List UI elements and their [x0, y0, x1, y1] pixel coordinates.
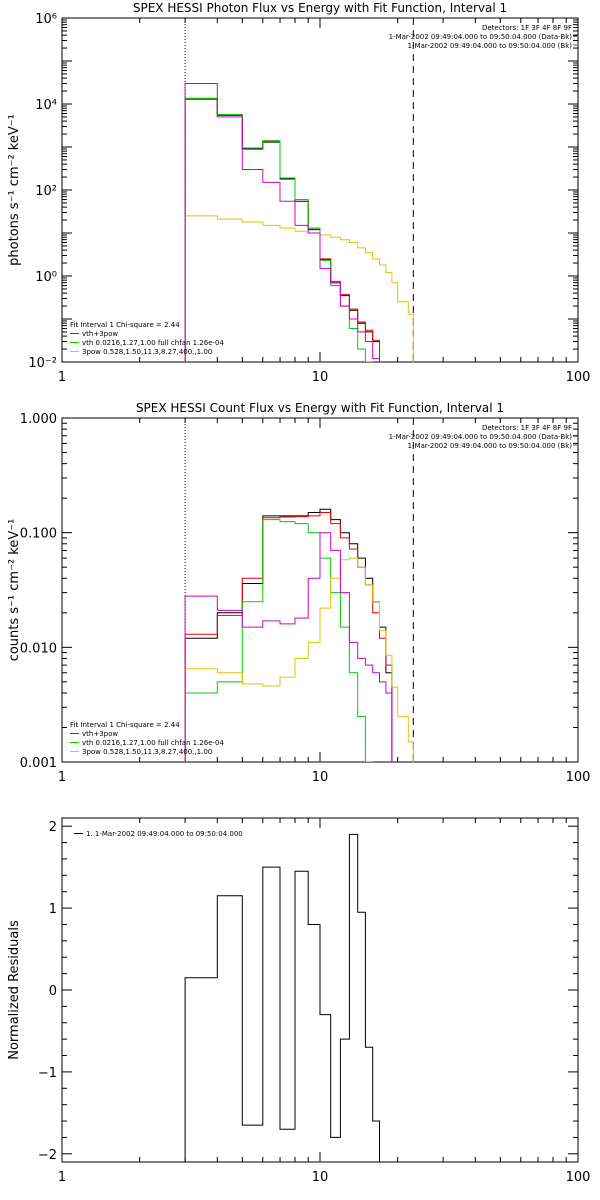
y-tick-label: 0: [49, 984, 57, 999]
chart-title: SPEX HESSI Count Flux vs Energy with Fit…: [136, 401, 504, 415]
histogram-series-1: [184, 508, 393, 762]
y-tick-label: 0.001: [20, 756, 57, 771]
histogram-series-2: [184, 512, 393, 762]
y-axis-label: photons s⁻¹ cm⁻² keV⁻¹: [7, 114, 22, 266]
plot-frame: [61, 17, 579, 363]
x-tick-label: 100: [566, 1170, 591, 1185]
y-tick-label: 1: [49, 902, 57, 917]
legend-entry: 1. 1-Mar-2002 09:49:04.000 to 09:50:04.0…: [86, 830, 243, 838]
histogram-series-5: [184, 83, 380, 362]
legend-title: Fit Interval 1 Chi-square = 2.44: [70, 321, 180, 329]
histogram-series-4: [184, 215, 414, 362]
histogram-series-1: [184, 833, 380, 1162]
header-line: 1-Mar-2002 09:49:04.000 to 09:50:04.000 …: [408, 442, 573, 450]
plot-frame: [61, 417, 579, 763]
y-tick-label: 1.000: [20, 412, 57, 427]
y-tick-label: 2: [49, 820, 57, 835]
y-tick-label: 10⁴: [35, 98, 57, 113]
legend-entry: vth+3pow: [82, 730, 118, 738]
y-tick-label: 0.010: [20, 641, 57, 656]
y-axis-label: Normalized Residuals: [7, 920, 22, 1060]
legend-entry: 3pow 0.528,1.50,11.3,8.27,400.,1.00: [82, 348, 212, 356]
legend-title: Fit Interval 1 Chi-square = 2.44: [70, 721, 180, 729]
x-tick-label: 10: [312, 770, 329, 785]
y-tick-label: 10⁻²: [28, 356, 57, 371]
header-line: 1-Mar-2002 09:49:04.000 to 09:50:04.000 …: [389, 33, 573, 41]
y-axis-label: counts s⁻¹ cm⁻² keV⁻¹: [7, 519, 22, 662]
y-tick-label: −1: [38, 1066, 57, 1081]
x-tick-label: 100: [566, 370, 591, 385]
chart-panel-3: Normalized Residuals 1 10 100 −2 −1 0 1 2 1. 1-Ma…: [7, 817, 591, 1185]
header-line: Detectors: 1F 3F 4F 8F 9F: [482, 24, 572, 32]
legend-entry: vth 0.0216,1.27,1.00 full chfan 1.26e-04: [82, 339, 224, 347]
x-tick-label: 1: [58, 1170, 66, 1185]
x-tick-label: 1: [58, 370, 66, 385]
legend-entry: vth+3pow: [82, 330, 118, 338]
x-tick-label: 1: [58, 770, 66, 785]
y-tick-label: 0.100: [20, 527, 57, 542]
histogram-series-3: [184, 97, 374, 362]
x-tick-label: 10: [312, 1170, 329, 1185]
y-tick-label: 10⁰: [35, 270, 57, 285]
y-tick-label: 10²: [35, 184, 57, 199]
histogram-series-5: [184, 532, 393, 762]
legend-entry: vth 0.0216,1.27,1.00 full chfan 1.26e-04: [82, 739, 224, 747]
chart-panel-1: SPEX HESSI Photon Flux vs Energy with Fi…: [7, 1, 590, 385]
y-tick-label: 10⁶: [35, 12, 57, 27]
x-tick-label: 10: [312, 370, 329, 385]
chart-title: SPEX HESSI Photon Flux vs Energy with Fi…: [133, 1, 507, 15]
histogram-series-4: [184, 557, 414, 762]
header-line: Detectors: 1F 3F 4F 8F 9F: [482, 424, 572, 432]
histogram-series-2: [184, 97, 380, 362]
chart-panel-2: SPEX HESSI Count Flux vs Energy with Fit…: [7, 401, 590, 785]
header-line: 1-Mar-2002 09:49:04.000 to 09:50:04.000 …: [389, 433, 573, 441]
y-tick-label: −2: [38, 1148, 57, 1163]
legend-entry: 3pow 0.528,1.50,11.3,8.27,400.,1.00: [82, 748, 212, 756]
histogram-series-3: [184, 519, 374, 762]
histogram-series-1: [184, 98, 380, 362]
x-tick-label: 100: [566, 770, 591, 785]
header-line: 1-Mar-2002 09:49:04.000 to 09:50:04.000 …: [408, 42, 573, 50]
